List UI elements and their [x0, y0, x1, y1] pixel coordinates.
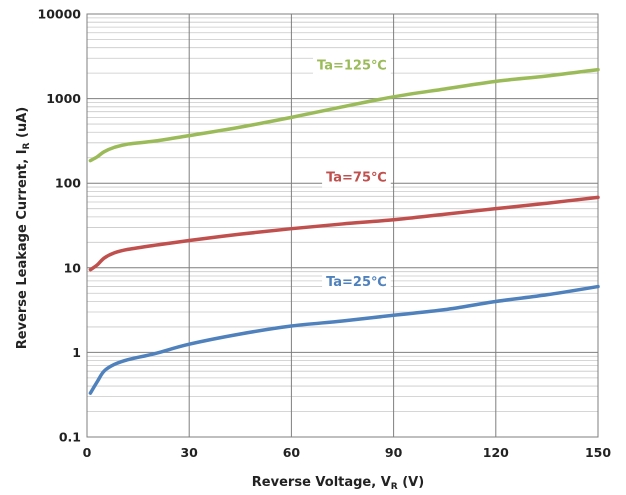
series-1: Ta=125℃	[88, 56, 600, 163]
x-axis-title-unit: (V)	[398, 475, 424, 490]
series-line	[88, 284, 600, 395]
y-tick-label: 10000	[38, 7, 82, 22]
y-tick-label: 1000	[46, 91, 81, 106]
y-axis-tick-labels: 0.1 1 10 100 1000 10000	[38, 7, 82, 445]
series-2: Ta=75℃	[88, 168, 600, 272]
x-axis-title-main: Reverse Voltage, V	[252, 475, 391, 490]
series-layer: Ta=125℃ Ta=75℃ Ta=25℃	[88, 56, 600, 395]
x-tick-label: 60	[283, 445, 301, 460]
x-tick-label: 90	[385, 445, 403, 460]
series-label-background	[322, 272, 391, 292]
series-label: Ta=75℃	[326, 170, 387, 185]
x-tick-label: 30	[180, 445, 198, 460]
y-tick-label: 10	[64, 260, 82, 275]
series-label: Ta=125℃	[317, 59, 387, 74]
plot-area-frame	[86, 13, 599, 438]
y-tick-label: 1	[72, 345, 81, 360]
series-line	[88, 67, 600, 163]
series-3: Ta=25℃	[88, 272, 600, 395]
y-axis-title-subscript: R	[22, 142, 32, 149]
series-line	[88, 195, 600, 272]
x-tick-label: 0	[83, 445, 92, 460]
y-tick-label: 0.1	[59, 430, 81, 445]
series-label-background	[313, 56, 391, 76]
y-axis-title-main: Reverse Leakage Current, I	[15, 149, 30, 349]
series-label: Ta=25℃	[326, 275, 387, 290]
y-axis-title: Reverse Leakage Current, IR (uA)	[15, 107, 32, 349]
x-axis-title: Reverse Voltage, VR (V)	[252, 475, 424, 492]
y-axis-title-unit: (uA)	[15, 107, 30, 143]
x-tick-label: 150	[585, 445, 611, 460]
series-label-background	[322, 168, 391, 188]
x-axis-tick-labels: 0 30 60 90 120 150	[83, 445, 612, 460]
x-axis-title-subscript: R	[391, 482, 398, 492]
y-tick-label: 100	[55, 176, 81, 191]
x-tick-label: 120	[483, 445, 509, 460]
